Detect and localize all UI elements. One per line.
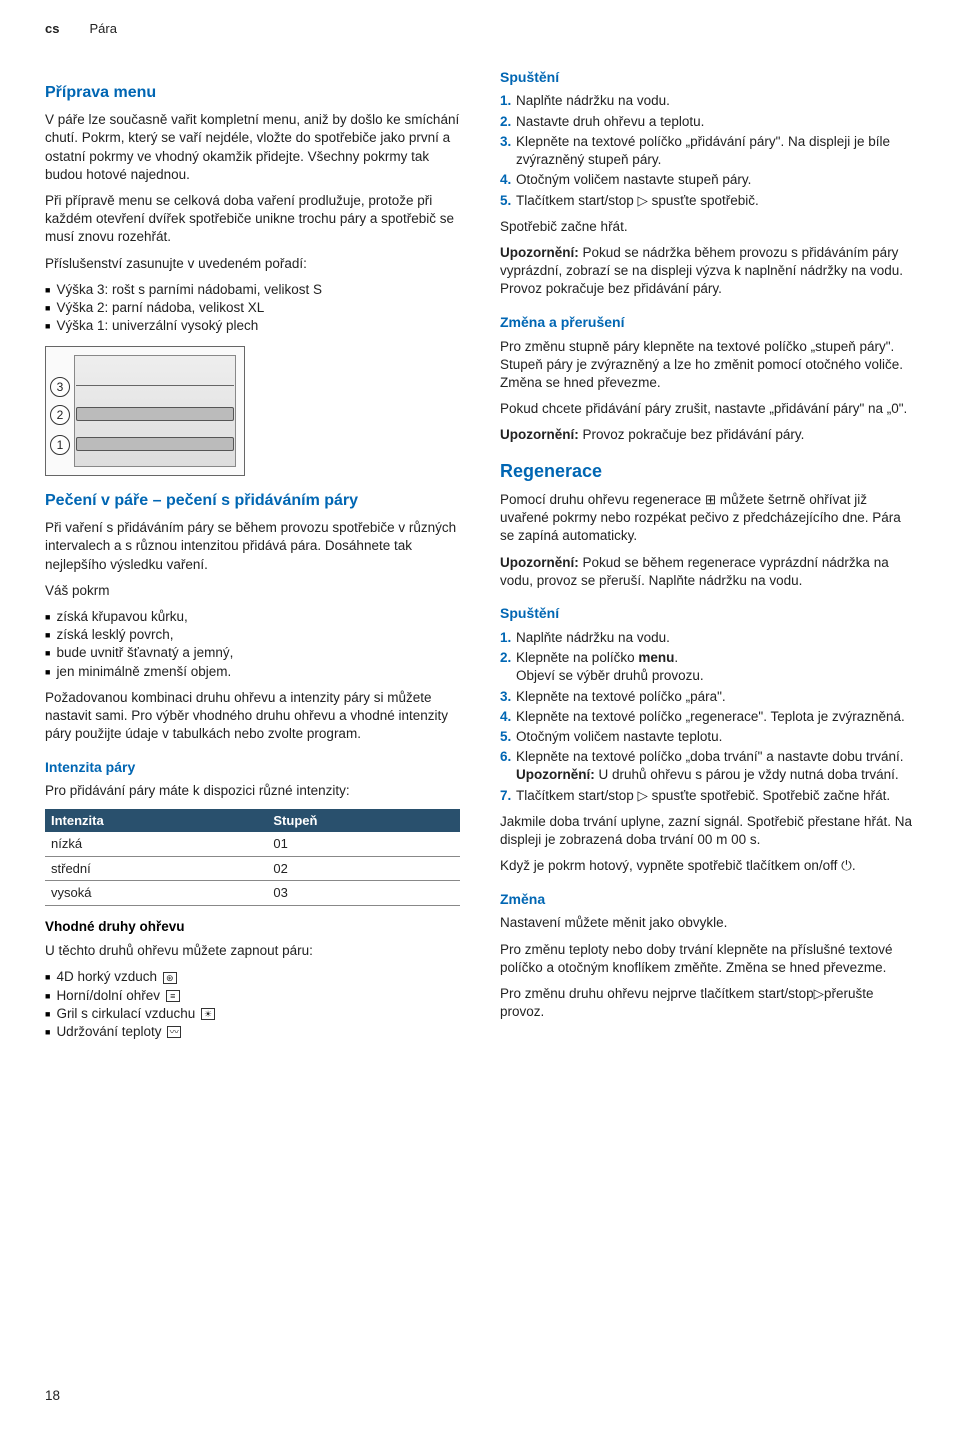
zmena-p2: Pokud chcete přidávání páry zrušit, nast… (500, 400, 915, 418)
list-item: Gril s cirkulací vzduchu ☀ (57, 1005, 460, 1023)
regen-z3: Pro změnu druhu ohřevu nejprve tlačítkem… (500, 985, 915, 1021)
list-item: Výška 3: rošt s parními nádobami, veliko… (57, 281, 460, 299)
th-stupen: Stupeň (267, 809, 460, 833)
regen-title: Regenerace (500, 459, 915, 483)
zmena-p1: Pro změnu stupně páry klepněte na textov… (500, 338, 915, 393)
list-item: Výška 1: univerzální vysoký plech (57, 317, 460, 335)
vhodne-p: U těchto druhů ohřevu můžete zapnout pár… (45, 942, 460, 960)
oven-diagram: 3 2 1 (45, 346, 245, 476)
priprava-p1: V páře lze současně vařit kompletní menu… (45, 111, 460, 184)
list-item: jen minimálně zmenší objem. (57, 663, 460, 681)
oven-label-2: 2 (50, 405, 70, 425)
regen-z1: Nastavení můžete měnit jako obvykle. (500, 914, 915, 932)
step-item: 2.Klepněte na políčko menu.Objeví se výb… (516, 649, 915, 685)
regen-p4: Když je pokrm hotový, vypněte spotřebič … (500, 857, 915, 875)
spusteni-title: Spuštění (500, 68, 915, 87)
oven-label-3: 3 (50, 377, 70, 397)
step-item: 5.Otočným voličem nastavte teplotu. (516, 728, 915, 746)
list-item: 4D horký vzduch ⊛ (57, 968, 460, 986)
regen-zmena-title: Změna (500, 890, 915, 909)
step-item: 1.Naplňte nádržku na vodu. (516, 92, 915, 110)
page-number: 18 (45, 1387, 60, 1405)
intenzita-p: Pro přidávání páry máte k dispozici různ… (45, 782, 460, 800)
topbottom-icon: ≡ (166, 990, 180, 1002)
list-item: bude uvnitř šťavnatý a jemný, (57, 644, 460, 662)
table-cell: střední (45, 856, 267, 881)
regen-spusteni-title: Spuštění (500, 604, 915, 623)
list-item: získá lesklý povrch, (57, 626, 460, 644)
step-item: 3.Klepněte na textové políčko „přidávání… (516, 133, 915, 169)
th-intenzita: Intenzita (45, 809, 267, 833)
header-section: Pára (89, 20, 116, 38)
priprava-p3: Příslušenství zasunujte v uvedeném pořad… (45, 255, 460, 273)
spusteni-upoz: Upozornění: Pokud se nádržka během provo… (500, 244, 915, 299)
priprava-title: Příprava menu (45, 82, 460, 104)
intensity-table: Intenzita Stupeň nízká01 střední02 vysok… (45, 809, 460, 906)
step-item: 3.Klepněte na textové políčko „pára". (516, 688, 915, 706)
step-item: 5.Tlačítkem start/stop ▷ spusťte spotřeb… (516, 192, 915, 210)
table-cell: 03 (267, 881, 460, 906)
zmena-title: Změna a přerušení (500, 313, 915, 332)
list-item: získá křupavou kůrku, (57, 608, 460, 626)
peceni-p1: Při vaření s přidáváním páry se během pr… (45, 519, 460, 574)
header-lang: cs (45, 20, 59, 38)
peceni-title: Pečení v páře – pečení s přidáváním páry (45, 490, 460, 512)
step-item: 2.Nastavte druh ohřevu a teplotu. (516, 113, 915, 131)
table-cell: vysoká (45, 881, 267, 906)
list-item: Udržování teploty 〰 (57, 1023, 460, 1041)
list-item: Horní/dolní ohřev ≡ (57, 987, 460, 1005)
list-item: Výška 2: parní nádoba, velikost XL (57, 299, 460, 317)
table-cell: 01 (267, 832, 460, 856)
step-item: 1.Naplňte nádržku na vodu. (516, 629, 915, 647)
zmena-upoz: Upozornění: Provoz pokračuje bez přidává… (500, 426, 915, 444)
priprava-p2: Při přípravě menu se celková doba vaření… (45, 192, 460, 247)
step-item: 4.Klepněte na textové políčko „regenerac… (516, 708, 915, 726)
table-cell: nízká (45, 832, 267, 856)
grill-icon: ☀ (201, 1008, 215, 1020)
step-item: 4.Otočným voličem nastavte stupeň páry. (516, 171, 915, 189)
regen-p3: Jakmile doba trvání uplyne, zazní signál… (500, 813, 915, 849)
keep-icon: 〰 (167, 1026, 181, 1038)
4d-icon: ⊛ (163, 972, 177, 984)
table-cell: 02 (267, 856, 460, 881)
vhodne-title: Vhodné druhy ohřevu (45, 918, 460, 936)
peceni-p3: Požadovanou kombinaci druhu ohřevu a int… (45, 689, 460, 744)
regen-z2: Pro změnu teploty nebo doby trvání klepn… (500, 941, 915, 977)
step-item: 6.Klepněte na textové políčko „doba trvá… (516, 748, 915, 784)
intenzita-title: Intenzita páry (45, 758, 460, 777)
regen-upoz: Upozornění: Pokud se během regenerace vy… (500, 554, 915, 590)
regen-p1: Pomocí druhu ohřevu regenerace ⊞ můžete … (500, 491, 915, 546)
step-item: 7.Tlačítkem start/stop ▷ spusťte spotřeb… (516, 787, 915, 805)
peceni-p2: Váš pokrm (45, 582, 460, 600)
spusteni-after: Spotřebič začne hřát. (500, 218, 915, 236)
oven-label-1: 1 (50, 435, 70, 455)
